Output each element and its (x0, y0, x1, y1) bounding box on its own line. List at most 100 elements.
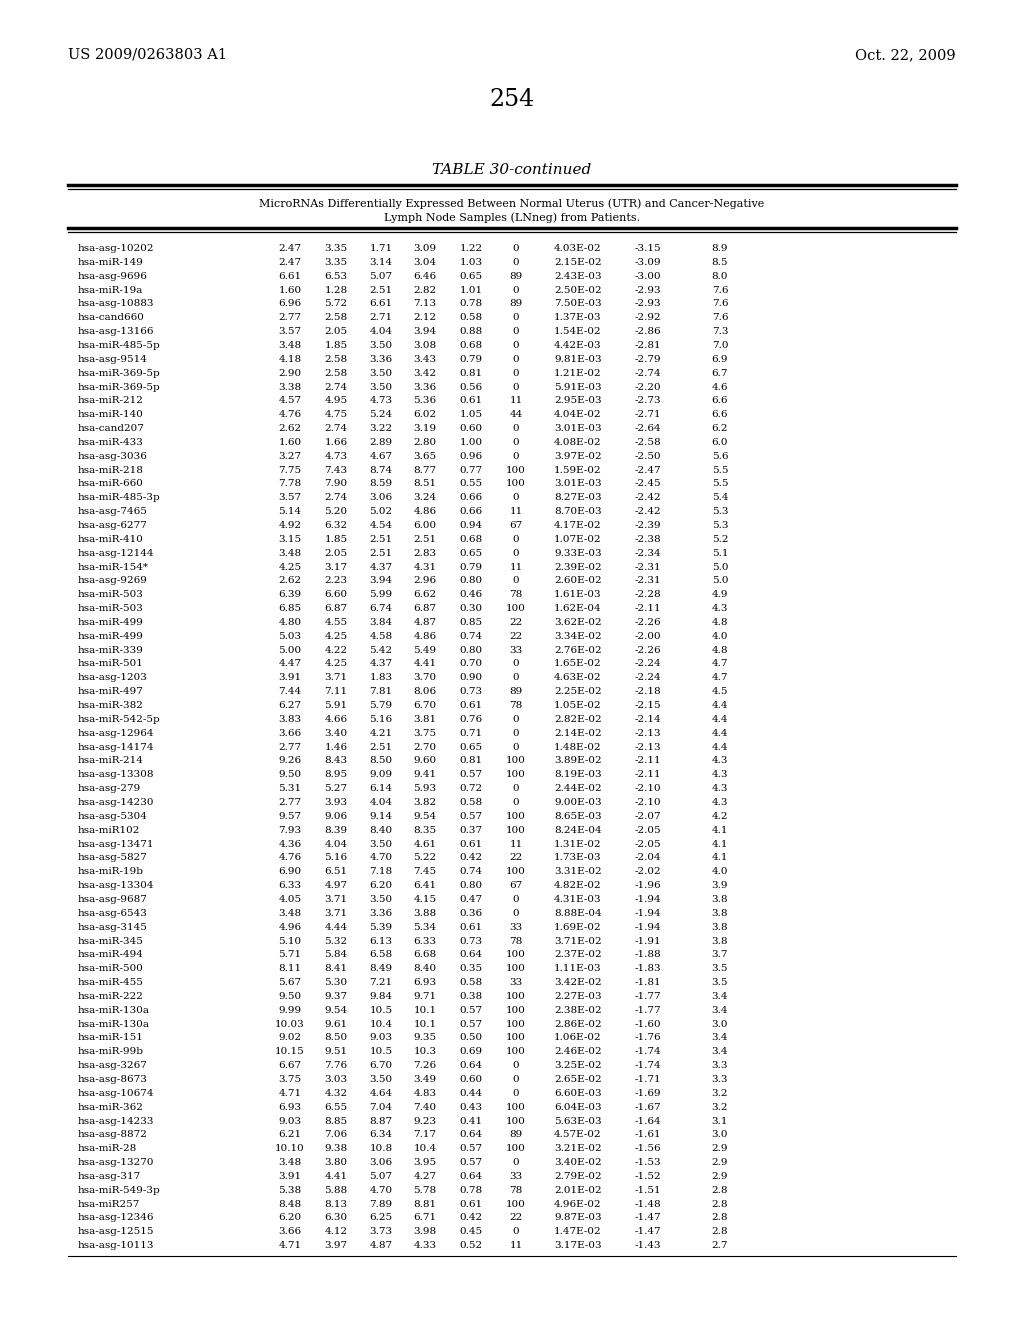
Text: -2.39: -2.39 (635, 521, 662, 531)
Text: 7.93: 7.93 (279, 826, 301, 834)
Text: -2.15: -2.15 (635, 701, 662, 710)
Text: -2.13: -2.13 (635, 729, 662, 738)
Text: 0.65: 0.65 (460, 272, 482, 281)
Text: 5.38: 5.38 (279, 1185, 301, 1195)
Text: 100: 100 (506, 1034, 526, 1043)
Text: 0.61: 0.61 (460, 701, 482, 710)
Text: 78: 78 (509, 936, 522, 945)
Text: hsa-miR-499: hsa-miR-499 (78, 632, 144, 640)
Text: 3.94: 3.94 (370, 577, 392, 585)
Text: 1.37E-03: 1.37E-03 (554, 313, 602, 322)
Text: 2.05: 2.05 (325, 549, 347, 557)
Text: 4.95: 4.95 (325, 396, 347, 405)
Text: hsa-asg-279: hsa-asg-279 (78, 784, 141, 793)
Text: 3.24: 3.24 (414, 494, 436, 503)
Text: 4.21: 4.21 (370, 729, 392, 738)
Text: 4.80: 4.80 (279, 618, 301, 627)
Text: 1.47E-02: 1.47E-02 (554, 1228, 602, 1237)
Text: hsa-miR-339: hsa-miR-339 (78, 645, 144, 655)
Text: 2.95E-03: 2.95E-03 (554, 396, 602, 405)
Text: 0.71: 0.71 (460, 729, 482, 738)
Text: 6.21: 6.21 (279, 1130, 301, 1139)
Text: 0.42: 0.42 (460, 1213, 482, 1222)
Text: hsa-asg-14174: hsa-asg-14174 (78, 743, 155, 751)
Text: 4.71: 4.71 (279, 1089, 301, 1098)
Text: 0.76: 0.76 (460, 715, 482, 723)
Text: 8.19E-03: 8.19E-03 (554, 771, 602, 779)
Text: 9.03: 9.03 (279, 1117, 301, 1126)
Text: 0.58: 0.58 (460, 978, 482, 987)
Text: -2.64: -2.64 (635, 424, 662, 433)
Text: -2.42: -2.42 (635, 507, 662, 516)
Text: 6.27: 6.27 (279, 701, 301, 710)
Text: 1.83: 1.83 (370, 673, 392, 682)
Text: 4.44: 4.44 (325, 923, 347, 932)
Text: -1.74: -1.74 (635, 1047, 662, 1056)
Text: 2.58: 2.58 (325, 355, 347, 364)
Text: 3.9: 3.9 (712, 882, 728, 890)
Text: 3.94: 3.94 (414, 327, 436, 337)
Text: 78: 78 (509, 590, 522, 599)
Text: 4.73: 4.73 (370, 396, 392, 405)
Text: -1.77: -1.77 (635, 991, 662, 1001)
Text: 3.15: 3.15 (279, 535, 301, 544)
Text: 5.91E-03: 5.91E-03 (554, 383, 602, 392)
Text: hsa-asg-3267: hsa-asg-3267 (78, 1061, 147, 1071)
Text: hsa-asg-13308: hsa-asg-13308 (78, 771, 155, 779)
Text: 2.80: 2.80 (414, 438, 436, 447)
Text: hsa-asg-6543: hsa-asg-6543 (78, 908, 147, 917)
Text: -2.86: -2.86 (635, 327, 662, 337)
Text: 3.84: 3.84 (370, 618, 392, 627)
Text: 6.85: 6.85 (279, 605, 301, 612)
Text: 9.99: 9.99 (279, 1006, 301, 1015)
Text: 1.03: 1.03 (460, 257, 482, 267)
Text: hsa-miR-19a: hsa-miR-19a (78, 285, 143, 294)
Text: 1.22: 1.22 (460, 244, 482, 253)
Text: hsa-miR-19b: hsa-miR-19b (78, 867, 144, 876)
Text: -1.96: -1.96 (635, 882, 662, 890)
Text: 4.41: 4.41 (414, 660, 436, 668)
Text: hsa-miR-494: hsa-miR-494 (78, 950, 144, 960)
Text: 4.04: 4.04 (325, 840, 347, 849)
Text: -1.83: -1.83 (635, 964, 662, 973)
Text: 3.93: 3.93 (325, 799, 347, 807)
Text: 4.71: 4.71 (279, 1241, 301, 1250)
Text: 3.8: 3.8 (712, 923, 728, 932)
Text: -1.51: -1.51 (635, 1185, 662, 1195)
Text: 6.02: 6.02 (414, 411, 436, 420)
Text: 0.64: 0.64 (460, 1061, 482, 1071)
Text: 3.75: 3.75 (279, 1074, 301, 1084)
Text: 5.16: 5.16 (325, 854, 347, 862)
Text: 7.26: 7.26 (414, 1061, 436, 1071)
Text: 3.98: 3.98 (414, 1228, 436, 1237)
Text: 11: 11 (509, 840, 522, 849)
Text: 0: 0 (513, 660, 519, 668)
Text: 6.87: 6.87 (325, 605, 347, 612)
Text: hsa-asg-10674: hsa-asg-10674 (78, 1089, 155, 1098)
Text: hsa-miR-130a: hsa-miR-130a (78, 1019, 150, 1028)
Text: 6.14: 6.14 (370, 784, 392, 793)
Text: 2.15E-02: 2.15E-02 (554, 257, 602, 267)
Text: 6.04E-03: 6.04E-03 (554, 1102, 602, 1111)
Text: 3.06: 3.06 (370, 494, 392, 503)
Text: 4.4: 4.4 (712, 743, 728, 751)
Text: 6.33: 6.33 (279, 882, 301, 890)
Text: 3.50: 3.50 (370, 895, 392, 904)
Text: 8.88E-04: 8.88E-04 (554, 908, 602, 917)
Text: 8.74: 8.74 (370, 466, 392, 475)
Text: 3.50: 3.50 (370, 840, 392, 849)
Text: 3.71: 3.71 (325, 895, 347, 904)
Text: hsa-cand207: hsa-cand207 (78, 424, 144, 433)
Text: 7.0: 7.0 (712, 341, 728, 350)
Text: 6.93: 6.93 (279, 1102, 301, 1111)
Text: -2.47: -2.47 (635, 466, 662, 475)
Text: hsa-miR-542-5p: hsa-miR-542-5p (78, 715, 161, 723)
Text: 7.50E-03: 7.50E-03 (554, 300, 602, 309)
Text: 4.4: 4.4 (712, 729, 728, 738)
Text: 3.27: 3.27 (279, 451, 301, 461)
Text: 0.81: 0.81 (460, 756, 482, 766)
Text: 9.37: 9.37 (325, 991, 347, 1001)
Text: -2.07: -2.07 (635, 812, 662, 821)
Text: 7.81: 7.81 (370, 688, 392, 696)
Text: 3.01E-03: 3.01E-03 (554, 424, 602, 433)
